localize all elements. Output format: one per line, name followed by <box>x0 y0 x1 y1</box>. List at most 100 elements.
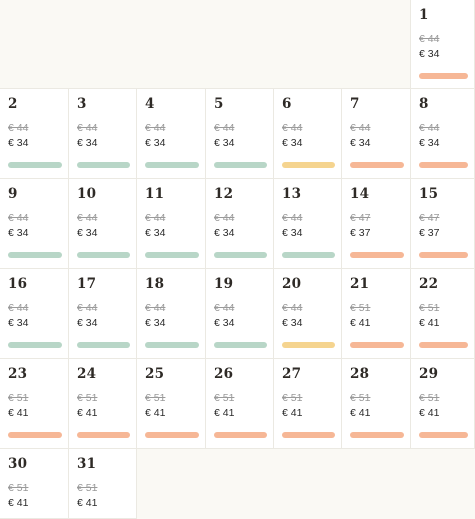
discounted-price: € 41 <box>77 497 98 509</box>
availability-bar <box>350 252 404 258</box>
day-number: 8 <box>419 96 429 112</box>
discounted-price: € 34 <box>77 137 98 149</box>
discounted-price: € 34 <box>419 48 440 60</box>
day-number: 18 <box>145 276 165 292</box>
day-cell-18[interactable]: 18 € 44 € 34 <box>137 269 206 359</box>
day-cell-20[interactable]: 20 € 44 € 34 <box>274 269 342 359</box>
original-price: € 51 <box>350 302 371 314</box>
availability-bar <box>77 162 130 168</box>
original-price: € 44 <box>214 302 235 314</box>
day-cell-9[interactable]: 9 € 44 € 34 <box>0 179 69 269</box>
day-number: 13 <box>282 186 302 202</box>
availability-bar <box>350 162 404 168</box>
original-price: € 44 <box>282 212 303 224</box>
discounted-price: € 41 <box>350 407 371 419</box>
availability-bar <box>145 162 199 168</box>
discounted-price: € 41 <box>145 407 166 419</box>
day-cell-8[interactable]: 8 € 44 € 34 <box>411 89 475 179</box>
discounted-price: € 41 <box>77 407 98 419</box>
original-price: € 51 <box>8 482 29 494</box>
day-number: 19 <box>214 276 234 292</box>
original-price: € 44 <box>282 122 303 134</box>
discounted-price: € 34 <box>419 137 440 149</box>
discounted-price: € 34 <box>214 137 235 149</box>
day-number: 31 <box>77 456 97 472</box>
day-number: 4 <box>145 96 155 112</box>
original-price: € 51 <box>77 392 98 404</box>
day-cell-25[interactable]: 25 € 51 € 41 <box>137 359 206 449</box>
day-number: 12 <box>214 186 234 202</box>
day-cell-27[interactable]: 27 € 51 € 41 <box>274 359 342 449</box>
discounted-price: € 34 <box>282 227 303 239</box>
day-cell-24[interactable]: 24 € 51 € 41 <box>69 359 137 449</box>
day-number: 25 <box>145 366 165 382</box>
day-number: 15 <box>419 186 439 202</box>
day-number: 2 <box>8 96 18 112</box>
original-price: € 44 <box>77 212 98 224</box>
discounted-price: € 34 <box>8 227 29 239</box>
availability-bar <box>350 432 404 438</box>
day-number: 7 <box>350 96 360 112</box>
discounted-price: € 37 <box>350 227 371 239</box>
day-number: 23 <box>8 366 28 382</box>
original-price: € 51 <box>145 392 166 404</box>
day-cell-28[interactable]: 28 € 51 € 41 <box>342 359 411 449</box>
original-price: € 51 <box>282 392 303 404</box>
day-cell-29[interactable]: 29 € 51 € 41 <box>411 359 475 449</box>
original-price: € 44 <box>77 122 98 134</box>
discounted-price: € 41 <box>8 407 29 419</box>
discounted-price: € 41 <box>282 407 303 419</box>
original-price: € 44 <box>145 122 166 134</box>
discounted-price: € 34 <box>350 137 371 149</box>
availability-bar <box>77 432 130 438</box>
original-price: € 51 <box>419 392 440 404</box>
availability-bar <box>77 342 130 348</box>
availability-bar <box>282 252 335 258</box>
discounted-price: € 34 <box>8 137 29 149</box>
original-price: € 47 <box>350 212 371 224</box>
availability-bar <box>282 162 335 168</box>
day-cell-11[interactable]: 11 € 44 € 34 <box>137 179 206 269</box>
day-number: 6 <box>282 96 292 112</box>
original-price: € 47 <box>419 212 440 224</box>
availability-bar <box>8 252 62 258</box>
day-cell-17[interactable]: 17 € 44 € 34 <box>69 269 137 359</box>
day-cell-31[interactable]: 31 € 51 € 41 <box>69 449 137 519</box>
day-cell-30[interactable]: 30 € 51 € 41 <box>0 449 69 519</box>
availability-bar <box>8 162 62 168</box>
day-cell-2[interactable]: 2 € 44 € 34 <box>0 89 69 179</box>
day-number: 16 <box>8 276 28 292</box>
day-cell-6[interactable]: 6 € 44 € 34 <box>274 89 342 179</box>
day-cell-7[interactable]: 7 € 44 € 34 <box>342 89 411 179</box>
availability-bar <box>419 432 468 438</box>
day-cell-26[interactable]: 26 € 51 € 41 <box>206 359 274 449</box>
availability-bar <box>214 432 267 438</box>
day-cell-16[interactable]: 16 € 44 € 34 <box>0 269 69 359</box>
day-cell-5[interactable]: 5 € 44 € 34 <box>206 89 274 179</box>
day-number: 14 <box>350 186 370 202</box>
day-number: 30 <box>8 456 28 472</box>
discounted-price: € 34 <box>8 317 29 329</box>
day-cell-13[interactable]: 13 € 44 € 34 <box>274 179 342 269</box>
day-cell-15[interactable]: 15 € 47 € 37 <box>411 179 475 269</box>
day-cell-21[interactable]: 21 € 51 € 41 <box>342 269 411 359</box>
discounted-price: € 34 <box>145 317 166 329</box>
day-cell-14[interactable]: 14 € 47 € 37 <box>342 179 411 269</box>
availability-bar <box>77 252 130 258</box>
day-number: 1 <box>419 7 429 23</box>
day-cell-19[interactable]: 19 € 44 € 34 <box>206 269 274 359</box>
day-cell-22[interactable]: 22 € 51 € 41 <box>411 269 475 359</box>
discounted-price: € 37 <box>419 227 440 239</box>
day-cell-3[interactable]: 3 € 44 € 34 <box>69 89 137 179</box>
discounted-price: € 41 <box>419 407 440 419</box>
day-cell-10[interactable]: 10 € 44 € 34 <box>69 179 137 269</box>
day-cell-12[interactable]: 12 € 44 € 34 <box>206 179 274 269</box>
discounted-price: € 41 <box>350 317 371 329</box>
availability-bar <box>214 252 267 258</box>
day-cell-1[interactable]: 1 € 44 € 34 <box>411 0 475 89</box>
day-cell-4[interactable]: 4 € 44 € 34 <box>137 89 206 179</box>
original-price: € 44 <box>145 302 166 314</box>
day-cell-23[interactable]: 23 € 51 € 41 <box>0 359 69 449</box>
discounted-price: € 34 <box>214 317 235 329</box>
